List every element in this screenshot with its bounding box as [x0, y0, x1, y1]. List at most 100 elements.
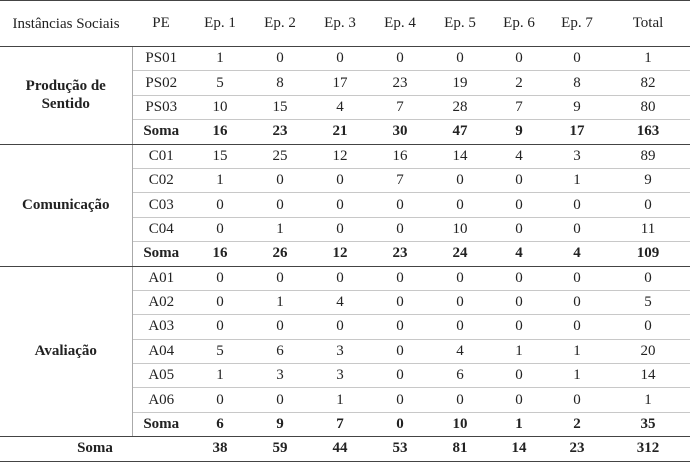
header-cell: Ep. 4: [370, 0, 430, 47]
value-cell: 23: [548, 436, 606, 462]
value-cell: 0: [606, 192, 690, 218]
value-cell: 26: [250, 241, 310, 267]
value-cell: 16: [190, 241, 250, 267]
value-cell: 7: [310, 411, 370, 437]
value-cell: 21: [310, 119, 370, 145]
value-cell: 7: [370, 94, 430, 120]
pe-cell: C01: [131, 143, 190, 169]
value-cell: 17: [548, 119, 606, 145]
header-cell: Ep. 3: [310, 0, 370, 47]
pe-cell: Soma: [131, 119, 190, 145]
data-row: A04 5 6 3 0 4 1 1 20: [0, 338, 690, 364]
value-cell: 0: [548, 45, 606, 71]
pe-cell: C03: [131, 192, 190, 218]
value-cell: 163: [606, 119, 690, 145]
data-row: Avaliação A01 0 0 0 0 0 0 0 0: [0, 265, 690, 438]
value-cell: 0: [310, 314, 370, 340]
value-cell: 0: [250, 45, 310, 71]
header-cell: Ep. 5: [430, 0, 490, 47]
data-row: C03 0 0 0 0 0 0 0 0: [0, 192, 690, 218]
pe-cell: A06: [131, 387, 190, 413]
value-cell: 82: [606, 70, 690, 96]
value-cell: 6: [430, 363, 490, 388]
value-cell: 1: [190, 167, 250, 193]
value-cell: 1: [190, 45, 250, 71]
value-cell: 2: [490, 70, 548, 96]
value-cell: 10: [190, 94, 250, 120]
pe-cell: Soma: [131, 411, 190, 437]
data-row: Produção de Sentido PS01 1 0 0 0 0 0 0 1: [0, 45, 690, 145]
group-label: Avaliação: [34, 343, 97, 360]
value-cell: 23: [370, 70, 430, 96]
value-cell: 0: [190, 216, 250, 242]
value-cell: 16: [190, 119, 250, 145]
sum-row: Soma 16 26 12 23 24 4 4 109: [0, 241, 690, 267]
value-cell: 0: [430, 167, 490, 193]
value-cell: 6: [190, 411, 250, 437]
header-cell: Ep. 6: [490, 0, 548, 47]
value-cell: 0: [190, 265, 250, 291]
value-cell: 0: [490, 45, 548, 71]
header-cell: PE: [132, 0, 190, 47]
value-cell: 109: [606, 241, 690, 267]
value-cell: 3: [310, 338, 370, 364]
value-cell: 23: [250, 119, 310, 145]
value-cell: 0: [370, 265, 430, 291]
group-label: Produção de Sentido: [25, 78, 106, 113]
data-row: C04 0 1 0 0 10 0 0 11: [0, 216, 690, 242]
value-cell: 0: [430, 45, 490, 71]
value-cell: 2: [548, 411, 606, 437]
value-cell: 14: [606, 363, 690, 388]
value-cell: 5: [606, 289, 690, 315]
value-cell: 0: [490, 265, 548, 291]
value-cell: 0: [250, 167, 310, 193]
header-row: Instâncias Sociais PE Ep. 1 Ep. 2 Ep. 3 Ep.…: [0, 0, 690, 47]
pe-cell: PS02: [131, 70, 190, 96]
value-cell: 4: [310, 94, 370, 120]
data-row: C02 1 0 0 7 0 0 1 9: [0, 167, 690, 193]
value-cell: 8: [548, 70, 606, 96]
header-cell: Instâncias Sociais: [0, 0, 132, 47]
value-cell: 0: [250, 314, 310, 340]
value-cell: 7: [370, 167, 430, 193]
header-cell: Ep. 7: [548, 0, 606, 47]
value-cell: 80: [606, 94, 690, 120]
value-cell: 53: [370, 436, 430, 462]
value-cell: 4: [430, 338, 490, 364]
pe-cell: PS03: [131, 94, 190, 120]
value-cell: 1: [310, 387, 370, 413]
header-text: Instâncias Sociais: [12, 15, 120, 32]
value-cell: 3: [250, 363, 310, 388]
value-cell: 16: [370, 143, 430, 169]
value-cell: 0: [250, 387, 310, 413]
value-cell: 10: [430, 411, 490, 437]
value-cell: 0: [250, 192, 310, 218]
value-cell: 47: [430, 119, 490, 145]
value-cell: 0: [310, 167, 370, 193]
value-cell: 24: [430, 241, 490, 267]
pe-cell: A04: [131, 338, 190, 364]
value-cell: 0: [490, 387, 548, 413]
value-cell: 0: [190, 314, 250, 340]
pe-cell: A02: [131, 289, 190, 315]
value-cell: 0: [190, 289, 250, 315]
value-cell: 1: [490, 411, 548, 437]
value-cell: 15: [190, 143, 250, 169]
header-cell: Ep. 1: [190, 0, 250, 47]
group-cell: Avaliação: [0, 265, 132, 438]
value-cell: 0: [548, 289, 606, 315]
value-cell: 8: [250, 70, 310, 96]
value-cell: 4: [548, 241, 606, 267]
value-cell: 1: [250, 216, 310, 242]
value-cell: 20: [606, 338, 690, 364]
value-cell: 0: [430, 314, 490, 340]
value-cell: 9: [250, 411, 310, 437]
value-cell: 4: [490, 143, 548, 169]
value-cell: 0: [548, 216, 606, 242]
value-cell: 0: [370, 338, 430, 364]
group-cell: Produção de Sentido: [0, 46, 132, 145]
value-cell: 0: [490, 289, 548, 315]
header-cell: Total: [606, 0, 690, 47]
data-row: Comunicação C01 15 25 12 16 14 4 3 89: [0, 143, 690, 267]
value-cell: 10: [430, 216, 490, 242]
